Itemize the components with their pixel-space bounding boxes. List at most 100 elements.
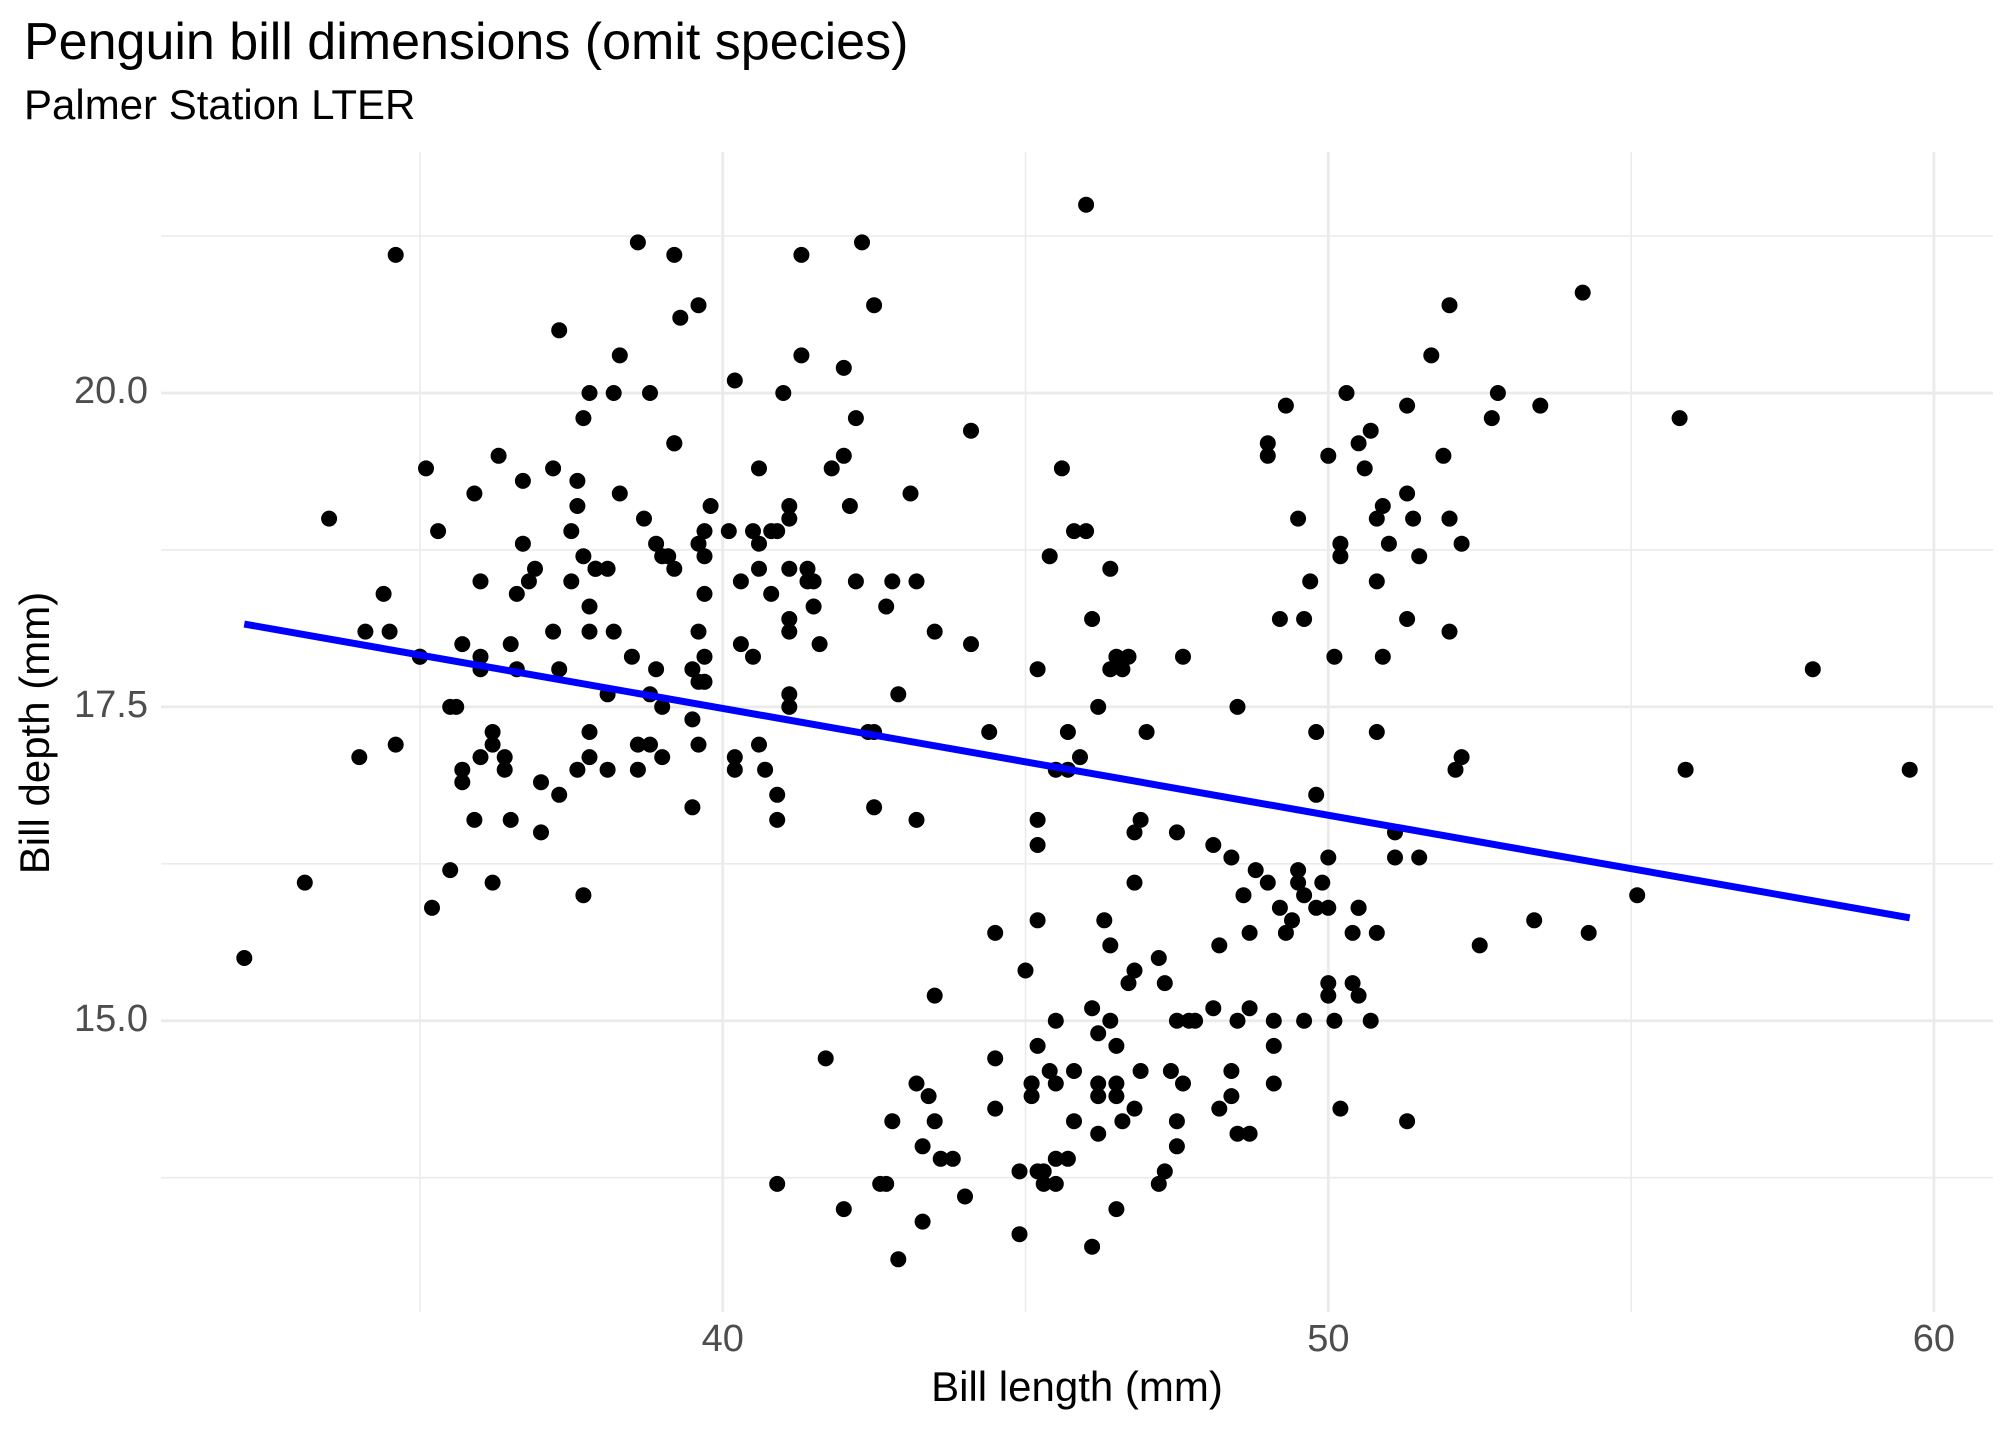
data-point [1175,648,1191,665]
data-point [847,573,864,590]
chart-title: Penguin bill dimensions (omit species) [24,13,909,71]
data-point [732,636,749,653]
data-point [1041,548,1058,565]
data-point [484,736,501,753]
data-point [1102,560,1119,577]
data-point [932,1150,949,1167]
data-point [1102,1012,1119,1029]
data-point [569,472,586,489]
data-point [575,410,592,427]
data-point [775,385,792,401]
data-point [1338,385,1355,401]
data-point [466,485,483,502]
data-point [1072,749,1088,766]
data-point [1399,397,1416,414]
data-point [1399,485,1416,502]
data-point [1441,623,1458,640]
data-point [599,560,616,577]
data-point [666,560,683,577]
data-point [454,761,471,778]
data-point [629,736,646,753]
data-point [781,611,798,627]
data-point [575,887,592,904]
data-point [926,1113,943,1130]
data-point [793,246,810,263]
data-point [696,523,713,540]
data-point [1296,611,1313,627]
data-point [696,648,713,665]
data-point [781,623,798,640]
data-point [1296,887,1313,904]
data-point [1102,937,1119,954]
data-point [1029,811,1046,828]
data-point [781,698,798,715]
data-point [654,698,671,715]
data-point [732,573,749,590]
data-point [545,623,562,640]
data-point [1350,987,1367,1004]
data-point [1132,1063,1149,1079]
data-point [648,535,665,552]
data-point [763,585,780,602]
data-point [751,736,767,753]
data-point [1126,962,1143,979]
y-tick-label: 20.0 [74,370,148,413]
data-point [1035,1175,1052,1192]
data-point [1175,1075,1191,1092]
data-point [1399,1113,1416,1130]
data-point [1574,284,1591,301]
data-point [751,460,767,477]
data-point [1265,1037,1282,1054]
data-point [599,761,616,778]
data-point [1423,347,1440,364]
data-point [926,623,943,640]
data-point [1265,1075,1282,1092]
data-point [666,246,683,263]
data-point [878,598,895,615]
data-point [418,460,434,477]
data-point [823,460,840,477]
data-point [696,673,713,690]
data-point [684,799,701,816]
y-tick-label: 17.5 [74,683,148,726]
data-point [1344,975,1361,992]
data-point [1332,535,1349,552]
data-point [472,648,489,665]
data-point [666,435,683,452]
data-point [605,623,622,640]
data-point [1284,912,1300,929]
data-point [496,749,513,766]
data-point [1671,410,1688,427]
data-point [1526,912,1543,929]
data-point [1368,510,1385,527]
data-point [957,1188,973,1205]
data-point [611,347,628,364]
data-point [726,749,743,766]
data-point [944,1150,961,1167]
data-point [811,636,828,653]
data-point [690,535,707,552]
data-point [835,1201,852,1218]
data-point [1047,1175,1064,1192]
data-point [1096,912,1113,929]
data-point [1241,924,1258,941]
data-point [1362,1012,1379,1029]
data-point [690,297,707,314]
data-point [987,1100,1004,1117]
data-point [963,636,979,653]
data-point [1399,611,1416,627]
data-point [1029,1037,1046,1054]
data-point [1453,535,1470,552]
data-point [1168,824,1185,841]
data-point [884,573,901,590]
data-point [914,1213,931,1230]
data-point [1114,1113,1131,1130]
data-point [611,485,628,502]
data-point [1320,899,1337,916]
data-point [1090,1025,1107,1042]
data-point [581,598,598,615]
data-point [1126,874,1143,891]
data-point [387,246,404,263]
data-point [1265,1012,1282,1029]
data-point [1120,648,1137,665]
